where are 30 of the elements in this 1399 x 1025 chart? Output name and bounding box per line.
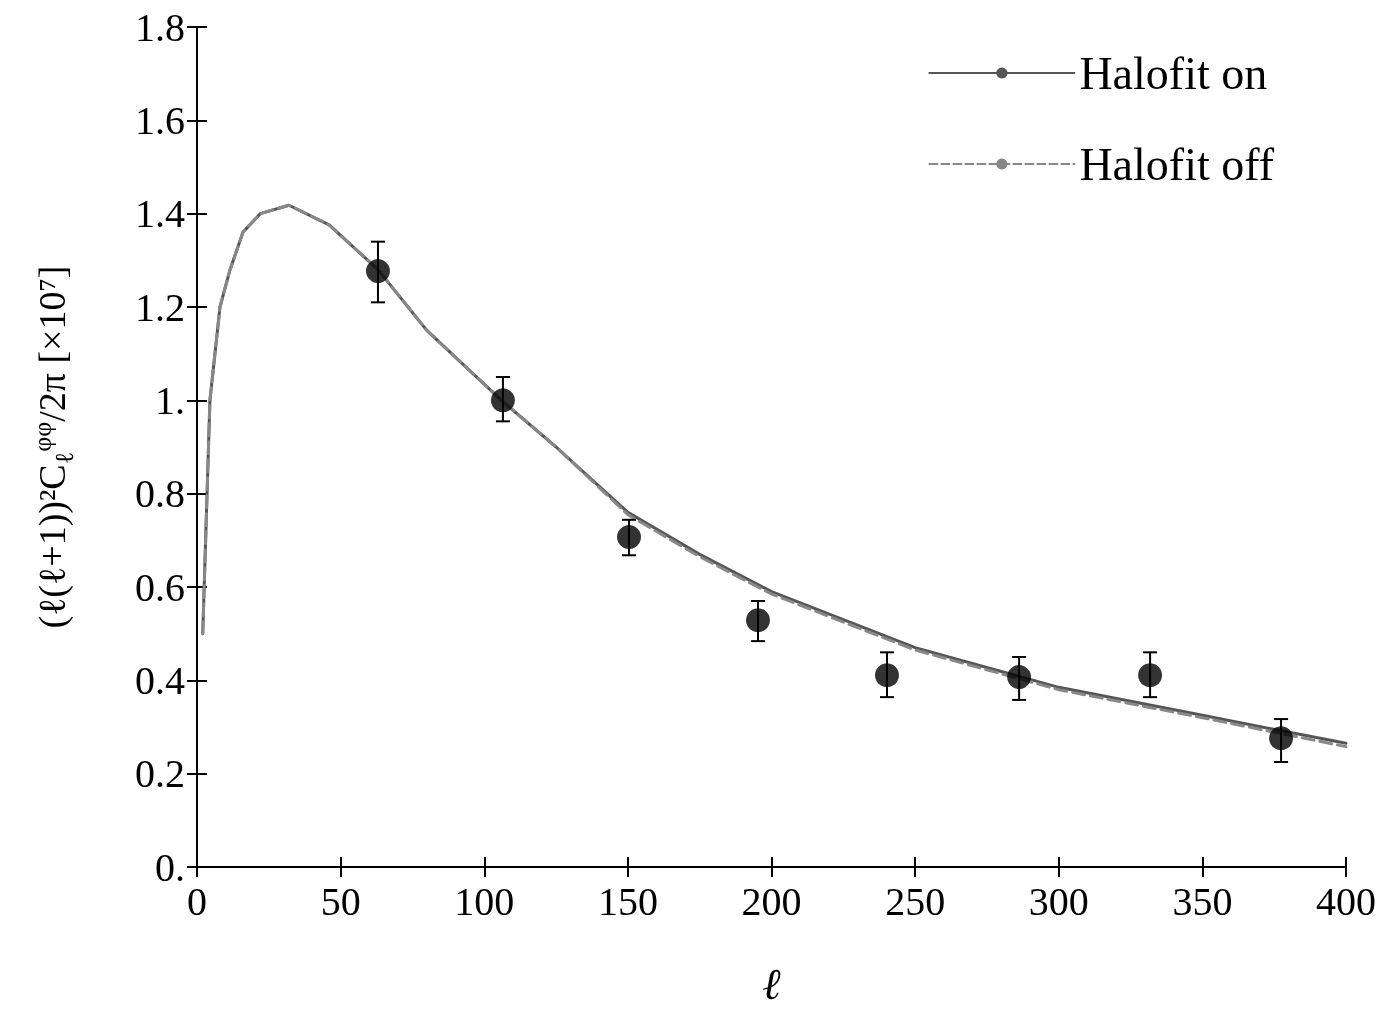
point (490, 388, 515, 413)
x-tick-label: 400 (1316, 878, 1376, 924)
y-tick-label: 1.8 (135, 4, 185, 50)
x-tick-label: 200 (741, 878, 802, 924)
x-axis-title: ℓ (762, 959, 782, 1009)
x-tick-label: 50 (320, 878, 361, 924)
point (746, 608, 770, 633)
x-tick-label: 0 (187, 878, 207, 924)
y-tick-label: 1.6 (135, 97, 185, 143)
point (365, 259, 390, 284)
point (875, 663, 899, 688)
y-tick-label: 0.4 (135, 657, 185, 703)
y-tick-label: 1. (155, 377, 185, 423)
point (1269, 726, 1294, 751)
y-tick-label: 0.6 (135, 564, 185, 610)
point (1138, 663, 1163, 688)
x-tick-label: 250 (885, 878, 946, 924)
legend-label: Halofit off (1079, 138, 1275, 190)
x-tick-label: 100 (454, 878, 515, 924)
y-tick-label: 1.2 (135, 284, 185, 330)
y-tick-label: 1.4 (135, 191, 185, 237)
point (617, 525, 642, 550)
y-tick-label: 0.2 (135, 751, 185, 797)
point (1007, 665, 1032, 690)
x-tick-label: 150 (597, 878, 658, 924)
y-tick-label: 0.8 (135, 471, 185, 517)
y-tick-label: 0. (155, 844, 185, 890)
x-tick-label: 350 (1172, 878, 1233, 924)
legend-label: Halofit on (1079, 47, 1268, 99)
x-tick-label: 300 (1028, 878, 1089, 924)
